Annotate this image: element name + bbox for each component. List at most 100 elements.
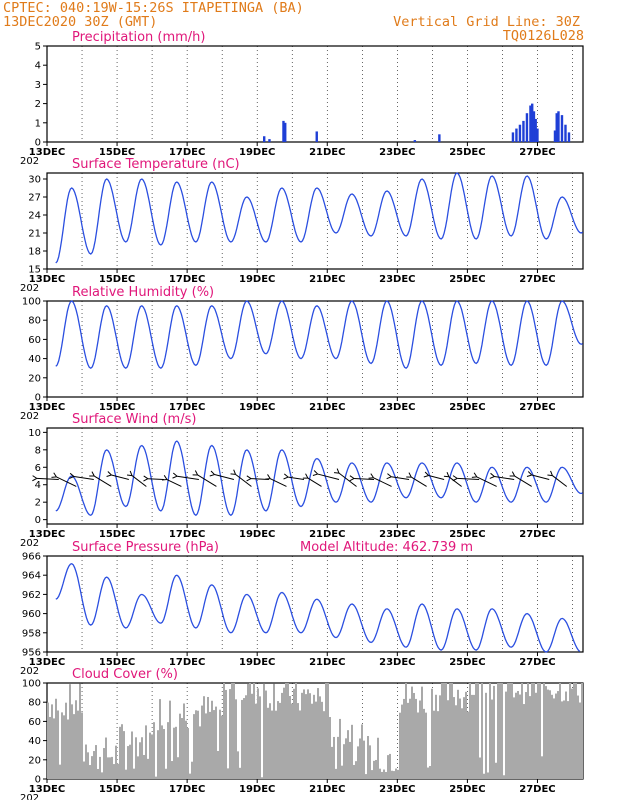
cloud-bar	[101, 772, 103, 779]
wind-arrow-head	[471, 472, 478, 478]
station-header: CPTEC: 040:19W-15:26S ITAPETINGA (BA)	[3, 0, 304, 16]
cloud-bar	[341, 765, 343, 779]
cloud-bar	[469, 683, 471, 779]
cloud-bar	[69, 684, 71, 779]
cloud-bar	[465, 691, 467, 779]
humidity-frame	[46, 300, 584, 398]
wind-arrow	[457, 477, 480, 480]
cloud-bar	[317, 688, 319, 779]
cloud-bar	[489, 683, 491, 779]
wind-arrow-head	[509, 471, 516, 477]
cloud-bar	[241, 699, 243, 779]
x-tick-label: 15DEC	[99, 529, 135, 540]
precip-bar	[557, 111, 560, 142]
y-tick-label: 24	[28, 211, 41, 222]
wind-arrow-head	[386, 473, 392, 480]
cloud-bar	[553, 698, 555, 779]
y-tick-label: 962	[22, 590, 41, 601]
cloud-bar	[515, 692, 517, 779]
precip-bar	[567, 132, 571, 142]
cloud-bar	[237, 751, 239, 779]
cloud-bar	[579, 702, 581, 779]
cloud-bar	[441, 683, 443, 779]
cloud-bar	[95, 745, 97, 779]
y-tick-label: 40	[28, 354, 41, 365]
cloud-bar	[407, 702, 409, 779]
x-tick-label: 17DEC	[169, 274, 205, 285]
cloud-bar	[493, 685, 495, 779]
x-tick-label: 27DEC	[519, 274, 555, 285]
cloud-bar	[265, 690, 267, 779]
cloud-bar	[549, 690, 551, 779]
cloud-bar	[115, 745, 117, 779]
x-tick-label: 15DEC	[99, 657, 135, 668]
cloud-bar	[109, 757, 111, 779]
cloud-bar	[403, 698, 405, 779]
cloud-bar	[505, 691, 507, 779]
precipitation-frame	[46, 45, 584, 143]
x-tick-label: 19DEC	[239, 274, 275, 285]
cloud-bar	[111, 756, 113, 779]
cloud-bar	[375, 759, 377, 779]
cloud-bar	[363, 740, 365, 779]
precip-bar	[518, 124, 522, 142]
x-tick-label: 15DEC	[99, 784, 135, 795]
cloud-bar	[551, 694, 553, 779]
cloud-bar	[199, 726, 201, 779]
x-tick-label: 19DEC	[239, 147, 275, 158]
cloud-bar	[387, 755, 389, 779]
y-tick-label: 80	[28, 698, 41, 709]
cloud-bar	[347, 730, 349, 779]
x-tick-label: 23DEC	[379, 402, 415, 413]
grid-note: Vertical Grid Line: 30Z	[393, 14, 580, 30]
cloud-bar	[193, 714, 195, 779]
cloud-bar	[513, 697, 515, 779]
cloud-bar	[519, 694, 521, 779]
series-line	[55, 562, 581, 653]
cloud-bar	[555, 693, 557, 779]
wind-arrow-head	[452, 475, 458, 482]
wind-arrow	[391, 476, 410, 480]
precip-bar	[525, 113, 529, 142]
model-altitude: Model Altitude: 462.739 m	[300, 540, 473, 555]
cloud-bar	[119, 726, 121, 779]
cloud-bar	[487, 772, 489, 779]
wind-arrow	[448, 476, 462, 487]
wind-arrow-head	[106, 471, 112, 477]
cloud-bar	[129, 744, 131, 779]
temperature-frame	[46, 172, 584, 270]
cloud-bar	[273, 683, 275, 779]
wind-arrow-head	[406, 472, 412, 478]
cloud-bar	[331, 746, 333, 779]
cloud-bar	[561, 701, 563, 779]
cloud-bar	[567, 701, 569, 779]
cloud-bar	[343, 744, 345, 779]
wind-title: Surface Wind (m/s)	[72, 412, 196, 427]
cloud-bar	[537, 683, 539, 779]
x-tick-label: 13DEC	[29, 529, 65, 540]
cloud-bar	[147, 758, 149, 779]
cloud-bar	[379, 768, 381, 779]
x-tick-label: 17DEC	[169, 402, 205, 413]
x-tick-label: 27DEC	[519, 529, 555, 540]
y-tick-label: 4	[35, 61, 41, 72]
wind-arrow	[476, 476, 497, 487]
y-tick-label: 100	[22, 679, 41, 690]
precip-bar	[413, 140, 417, 142]
x-tick-label: 17DEC	[169, 657, 205, 668]
cloud-bar	[395, 768, 397, 779]
cloud-bar	[189, 773, 191, 779]
wind-arrow	[214, 474, 235, 480]
cloud-bar	[91, 756, 93, 779]
cloud-bar	[433, 710, 435, 779]
x-tick-label: 13DEC	[29, 402, 65, 413]
cloud-bar	[383, 769, 385, 779]
cloud-bar	[533, 683, 535, 779]
x-tick-label: 19DEC	[239, 657, 275, 668]
cloud-bar	[303, 689, 305, 779]
pressure-title: Surface Pressure (hPa)	[72, 540, 219, 555]
x-tick-label: 17DEC	[169, 784, 205, 795]
cloud-bar	[411, 686, 413, 779]
cloud-bar	[63, 715, 65, 779]
wind-arrow-head	[51, 472, 57, 478]
